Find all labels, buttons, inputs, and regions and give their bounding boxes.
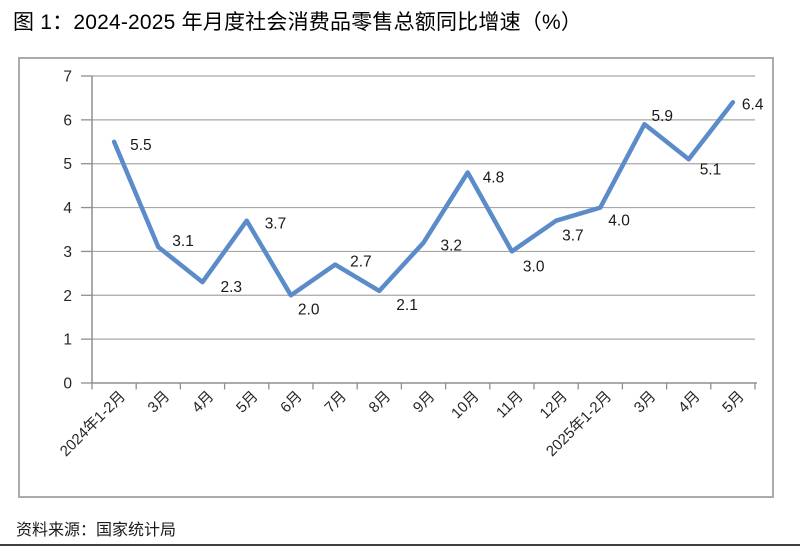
- chart-frame: 0 1 2 3 4 5 6 7 5.5 3.1 2.3 3.7 2.0 2.7 2.1 3.2 4.8 3.0 3.…: [18, 57, 774, 498]
- x-axis-label: 4月: [675, 388, 704, 417]
- data-label: 2.0: [298, 301, 320, 318]
- data-label: 3.1: [172, 233, 194, 250]
- data-label: 3.0: [523, 258, 545, 275]
- x-axis-label: 3月: [631, 388, 660, 417]
- data-label: 3.2: [441, 238, 463, 255]
- data-label: 2.3: [221, 279, 243, 296]
- data-label: 6.4: [742, 96, 764, 113]
- y-axis-label: 5: [63, 156, 72, 173]
- data-label: 2.7: [350, 254, 372, 271]
- y-axis-label: 2: [63, 288, 72, 305]
- data-label: 5.1: [700, 161, 722, 178]
- x-axis-label: 6月: [277, 388, 306, 417]
- source-note: 资料来源：国家统计局: [16, 522, 177, 539]
- y-axis-label: 7: [63, 69, 72, 86]
- figure-title: 图 1：2024-2025 年月度社会消费品零售总额同比增速（%）: [13, 11, 583, 34]
- x-axis-label: 3月: [145, 388, 174, 417]
- x-axis-label: 5月: [719, 388, 748, 417]
- data-label: 4.8: [483, 169, 505, 186]
- line-chart-svg: 0 1 2 3 4 5 6 7 5.5 3.1 2.3 3.7 2.0 2.7 2.1 3.2 4.8 3.0 3.…: [57, 69, 764, 460]
- data-label: 2.1: [396, 297, 418, 314]
- y-axis-label: 3: [63, 244, 72, 261]
- x-axis-label: 7月: [321, 388, 350, 417]
- x-axis-label: 9月: [410, 388, 439, 417]
- y-axis-label: 0: [63, 376, 72, 393]
- y-axis-label: 6: [63, 112, 72, 129]
- data-label: 5.5: [130, 137, 152, 154]
- series-line: [111, 100, 736, 298]
- data-label: 3.7: [562, 228, 584, 245]
- x-axis-label: 4月: [189, 388, 218, 417]
- x-axis-label: 2024年1-2月: [57, 388, 129, 460]
- x-axis-label: 11月: [493, 388, 527, 422]
- data-label: 3.7: [265, 216, 287, 233]
- x-axis-label: 8月: [366, 388, 395, 417]
- x-axis-label: 12月: [537, 388, 571, 422]
- data-label: 5.9: [652, 108, 674, 125]
- x-axis-label: 10月: [448, 388, 482, 422]
- y-axis-label: 4: [63, 200, 72, 217]
- bottom-rule: [0, 544, 800, 546]
- data-label: 4.0: [608, 213, 630, 230]
- y-axis-label: 1: [63, 332, 72, 349]
- x-axis-label: 5月: [233, 388, 262, 417]
